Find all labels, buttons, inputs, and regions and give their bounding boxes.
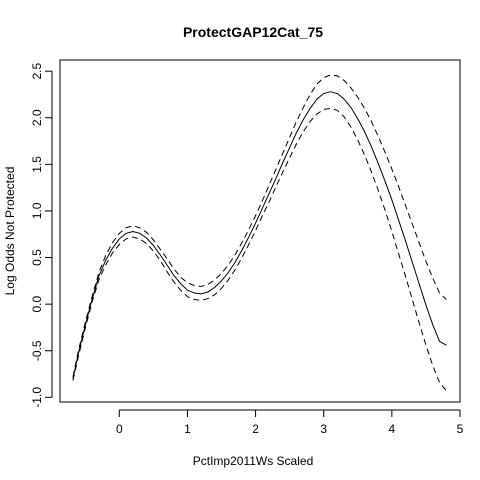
- y-tick-label: 0.5: [30, 249, 44, 266]
- y-tick-label: 2.5: [30, 63, 44, 80]
- x-tick-label: 3: [320, 422, 327, 436]
- y-tick-label: 2.0: [30, 109, 44, 126]
- y-tick-label: -1.0: [30, 387, 44, 408]
- x-tick-label: 1: [184, 422, 191, 436]
- x-axis: 0 1 2 3 4 5: [116, 409, 464, 436]
- x-tick-label: 0: [116, 422, 123, 436]
- series-line-dashed-2: [72, 107, 447, 392]
- x-tick-label: 5: [457, 422, 464, 436]
- series-group: [72, 74, 447, 392]
- y-axis-label: Log Odds Not Protected: [3, 167, 17, 296]
- x-tick-label: 4: [389, 422, 396, 436]
- plot-box: [59, 59, 461, 403]
- y-axis: -1.0 -0.5 0.0 0.5 1.0 1.5 2.0 2.5: [30, 63, 53, 408]
- y-tick-label: -0.5: [30, 340, 44, 361]
- chart-title: ProtectGAP12Cat_75: [183, 24, 323, 40]
- x-axis-label: PctImp2011Ws Scaled: [193, 454, 314, 468]
- x-tick-label: 2: [252, 422, 259, 436]
- series-line-solid: [72, 91, 447, 379]
- series-line-dashed-1: [72, 74, 447, 377]
- y-tick-label: 1.5: [30, 156, 44, 173]
- y-tick-label: 0.0: [30, 295, 44, 312]
- y-tick-label: 1.0: [30, 202, 44, 219]
